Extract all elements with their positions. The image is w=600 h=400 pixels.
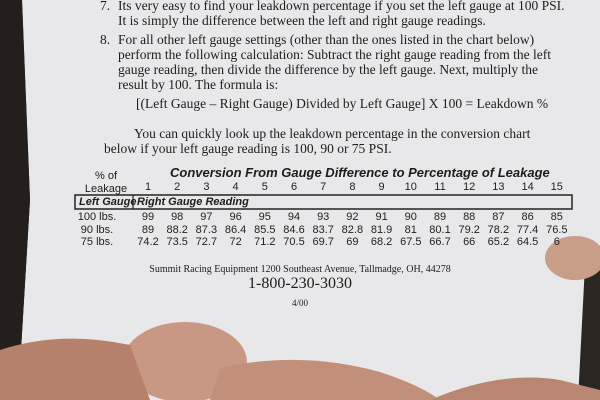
table-cell: 94	[287, 211, 301, 223]
table-cell: 92	[346, 211, 359, 223]
hand	[0, 338, 150, 400]
table-cell: 89	[433, 211, 447, 223]
column-number: 7	[320, 181, 327, 193]
table-cell: 98	[171, 211, 184, 223]
table-cell: 85	[550, 211, 563, 223]
table-cell: 88.2	[166, 223, 188, 236]
table-cell: 86.4	[224, 223, 247, 236]
table-header-box	[74, 194, 573, 210]
background	[0, 0, 30, 400]
table-cell: 85.5	[254, 223, 276, 236]
table-cell: 89	[141, 223, 155, 236]
table-cell: 6	[553, 236, 560, 248]
table-cell: 72	[229, 236, 242, 248]
paper	[18, 0, 600, 400]
table-cell: 69.7	[312, 236, 334, 248]
note: You can quickly look up the leakdown per…	[104, 126, 531, 156]
table-cell: 66.7	[429, 236, 451, 248]
table-cell: 83.7	[312, 223, 334, 236]
table-title: Conversion From Gauge Difference to Perc…	[170, 165, 550, 180]
table-cell: 68.2	[370, 236, 393, 248]
column-number: 15	[550, 181, 563, 193]
column-number: 14	[521, 181, 534, 193]
thumb-left	[123, 322, 247, 400]
thumb-right	[545, 236, 600, 280]
table-cell: 93	[317, 211, 330, 223]
column-number: 6	[290, 181, 298, 193]
corner-label: % of Leakage	[84, 170, 128, 195]
column-number: 9	[378, 181, 385, 193]
table-cell: 91	[375, 211, 388, 223]
item-text: For all other left gauge settings (other…	[118, 32, 551, 92]
row-header: Left Gauge	[79, 196, 137, 208]
table-cell: 69	[346, 236, 359, 248]
row-label: 100 lbs.	[77, 211, 117, 223]
table-cell: 86	[521, 211, 534, 223]
table-cell: 65.2	[487, 236, 510, 248]
table-cell: 79.2	[458, 223, 480, 236]
column-number: 3	[203, 181, 210, 193]
footer-date: 4/00	[291, 298, 308, 308]
column-number: 10	[404, 181, 417, 193]
table-cell: 72.7	[195, 236, 218, 248]
table-cell: 81.9	[370, 223, 393, 236]
finger	[210, 359, 440, 400]
table-cell: 66	[463, 236, 476, 248]
table-cell: 74.2	[137, 236, 159, 248]
table-cell: 73.5	[166, 236, 188, 248]
column-number: 11	[434, 181, 446, 193]
column-number: 2	[174, 181, 181, 193]
table-cell: 88	[463, 211, 476, 223]
table-cell: 71.2	[254, 236, 276, 248]
column-number: 1	[144, 181, 152, 193]
table-cell: 90	[404, 211, 417, 223]
table-cell: 82.8	[341, 223, 364, 236]
table-cell: 77.4	[516, 223, 539, 236]
table-cell: 96	[229, 211, 242, 223]
column-number: 8	[349, 181, 356, 193]
table-cell: 97	[200, 211, 213, 223]
column-number: 13	[492, 181, 505, 193]
table-cell: 64.5	[516, 236, 539, 248]
finger	[430, 377, 600, 400]
table-cell: 87.3	[195, 223, 218, 236]
item-number: 7.	[100, 0, 111, 13]
table-cell: 80.1	[429, 223, 451, 236]
table-cell: 67.5	[400, 236, 422, 248]
footer-address: Summit Racing Equipment 1200 Southeast A…	[149, 264, 451, 275]
table-cell: 81	[404, 223, 417, 236]
table-cell: 78.2	[487, 223, 510, 236]
item-text: Its very easy to find your leakdown perc…	[118, 0, 565, 28]
table-cell: 95	[258, 211, 271, 223]
column-number: 5	[261, 181, 268, 193]
item-number: 8.	[100, 32, 111, 47]
column-number: 4	[232, 181, 239, 193]
formula: [(Left Gauge – Right Gauge) Divided by L…	[136, 96, 549, 111]
table-cell: 87	[492, 211, 505, 223]
row-label: 90 lbs.	[80, 223, 114, 236]
table-cell: 99	[141, 211, 155, 223]
column-header: Right Gauge Reading	[137, 196, 249, 208]
table-cell: 76.5	[546, 223, 568, 236]
footer-phone: 1-800-230-3030	[248, 275, 352, 292]
table-cell: 84.6	[283, 223, 305, 236]
row-label: 75 lbs.	[80, 236, 114, 248]
table-cell: 70.5	[283, 236, 305, 248]
column-number: 12	[463, 181, 476, 193]
